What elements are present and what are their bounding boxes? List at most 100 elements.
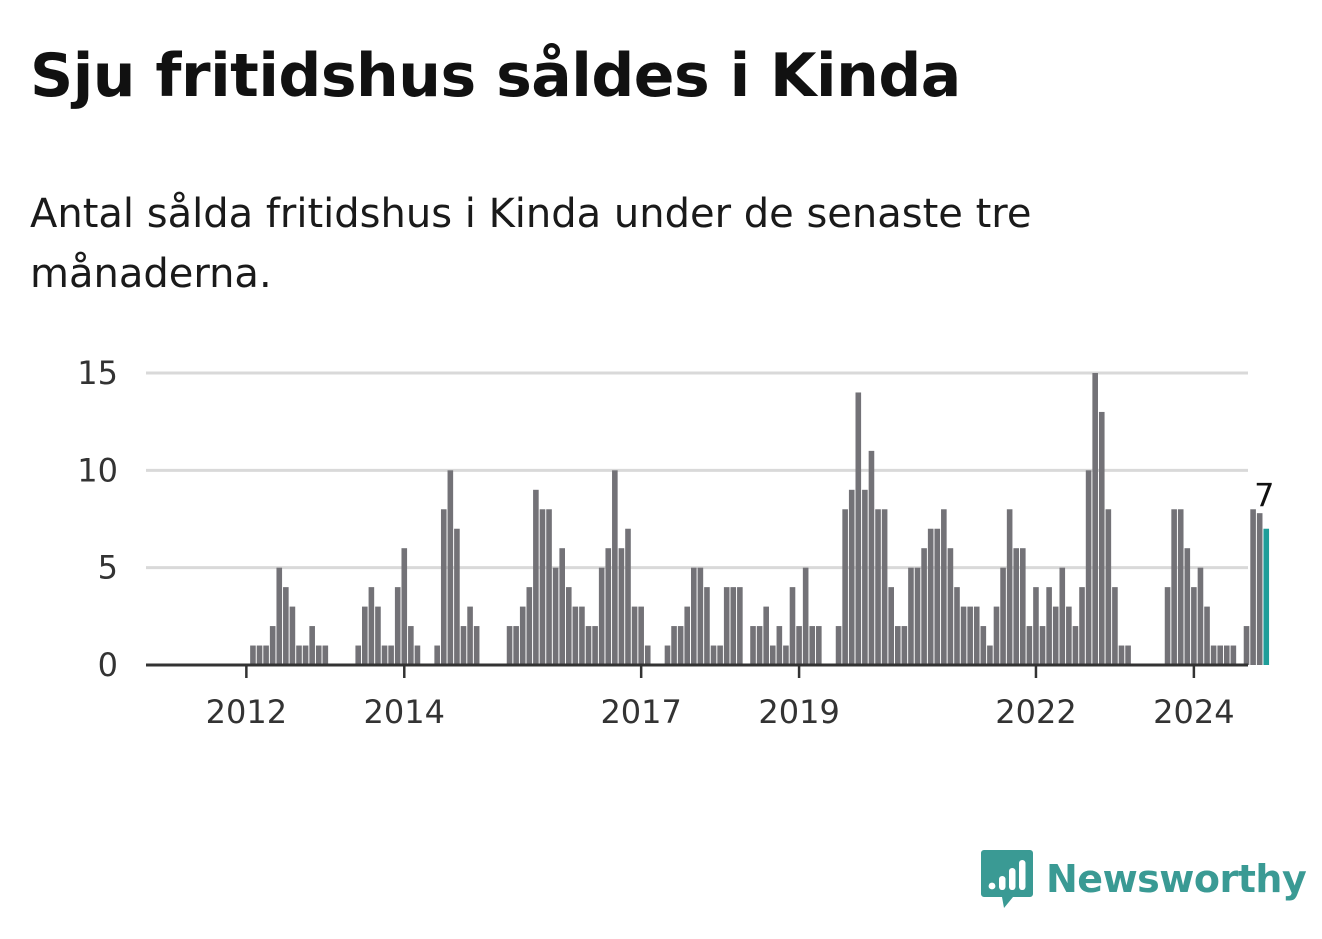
bar [625,528,631,665]
bar [769,645,776,665]
bar [1046,587,1052,665]
bar [283,587,289,665]
bar [1085,470,1092,665]
bar [519,606,526,665]
bar [473,626,480,665]
bar [1039,626,1046,665]
bar [1105,509,1112,665]
bar [1164,587,1171,665]
bar [1000,567,1006,665]
bar [691,567,697,665]
bar [1112,587,1118,665]
bar [375,606,381,665]
bar [526,587,533,665]
bar [730,587,737,665]
bar [434,645,440,665]
bar [1079,587,1085,665]
chart-subtitle: Antal sålda fritidshus i Kinda under de … [30,191,1032,297]
bar [302,645,309,665]
bar [618,548,625,665]
bar [750,626,756,665]
y-tick-label: 15 [77,354,118,392]
bar [993,606,1000,665]
bar [368,587,375,665]
bar [1217,645,1223,665]
y-tick-label: 10 [77,451,118,489]
bar [579,606,585,665]
bar [362,606,368,665]
bar [914,567,921,665]
highlighted-bar [1263,528,1270,665]
bar [855,392,862,665]
bar [671,626,677,665]
newsworthy-logo[interactable]: Newsworthy [980,848,1307,910]
bar [684,606,691,665]
bar [888,587,894,665]
y-tick-label: 5 [98,549,118,587]
bar [1033,587,1039,665]
bar [592,626,598,665]
bar [789,587,796,665]
bar [848,489,855,665]
bar [467,606,473,665]
labels: 0 5 10 15 2012 2014 2017 2019 2022 2024 7 [77,354,1274,731]
bar [408,626,414,665]
newsworthy-logo-icon [981,850,1033,908]
bar [947,548,954,665]
bar [664,645,671,665]
bar [1256,513,1263,665]
bar [447,470,454,665]
bar [546,509,552,665]
bar [315,645,322,665]
bar [973,606,980,665]
y-tick-label: 0 [98,646,118,684]
bar [276,567,283,665]
bar [1125,645,1131,665]
bar [941,509,947,665]
axes [146,663,1248,678]
bar [835,626,842,665]
bar [460,626,467,665]
bar [269,626,276,665]
gridlines [146,371,1248,570]
bar [440,509,447,665]
bar [1026,626,1033,665]
bar [250,645,256,665]
bar [414,645,421,665]
bar [533,489,539,665]
bar [552,567,559,665]
bar [256,645,263,665]
bar [631,606,638,665]
x-tick-label: 2012 [206,693,287,731]
bar [506,626,513,665]
bar [901,626,908,665]
x-tick-label: 2017 [600,693,681,731]
bar [677,626,684,665]
bar [322,645,329,665]
bar [1006,509,1013,665]
bar [704,587,710,665]
bar [612,470,618,665]
bar [954,587,960,665]
bar [921,548,927,665]
bar [960,606,967,665]
bar [309,626,315,665]
bar [539,509,546,665]
bar [980,626,987,665]
bar [737,587,743,665]
bar [723,587,730,665]
bar [1118,645,1125,665]
bar [1020,548,1026,665]
bar [1243,626,1250,665]
bar [1098,411,1105,665]
bar [1072,626,1079,665]
bar [1177,509,1184,665]
bar [875,509,881,665]
bar [296,645,302,665]
bar [697,567,704,665]
bar [809,626,816,665]
bar [263,645,269,665]
bar [710,645,717,665]
bar [756,626,763,665]
bar [394,587,401,665]
